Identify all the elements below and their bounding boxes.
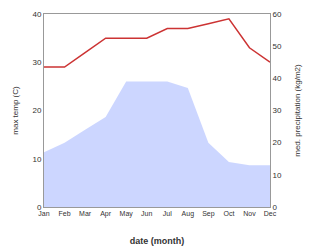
svg-text:Jan: Jan [38,210,49,217]
svg-text:Jun: Jun [141,210,152,217]
svg-text:med. precipitation (kg/m2): med. precipitation (kg/m2) [293,64,302,157]
svg-text:May: May [120,210,134,218]
svg-text:20: 20 [32,106,41,115]
svg-text:50: 50 [273,42,282,51]
svg-text:10: 10 [273,171,282,180]
svg-text:0: 0 [37,203,42,212]
svg-text:Nov: Nov [243,210,256,217]
svg-text:20: 20 [273,138,282,147]
svg-text:40: 40 [273,74,282,83]
svg-text:0: 0 [273,203,278,212]
svg-text:30: 30 [32,58,41,67]
svg-text:Aug: Aug [182,210,195,218]
svg-text:Feb: Feb [59,210,71,217]
svg-text:30: 30 [273,106,282,115]
svg-text:Sep: Sep [202,210,215,218]
svg-text:Dec: Dec [264,210,277,217]
svg-text:Jul: Jul [163,210,172,217]
svg-text:40: 40 [32,10,41,19]
svg-text:Oct: Oct [223,210,234,217]
svg-text:Mar: Mar [79,210,92,217]
svg-text:Apr: Apr [100,210,112,218]
svg-text:max temp (C): max temp (C) [11,86,20,135]
svg-text:date (month): date (month) [130,236,185,246]
svg-text:10: 10 [32,155,41,164]
svg-text:60: 60 [273,10,282,19]
